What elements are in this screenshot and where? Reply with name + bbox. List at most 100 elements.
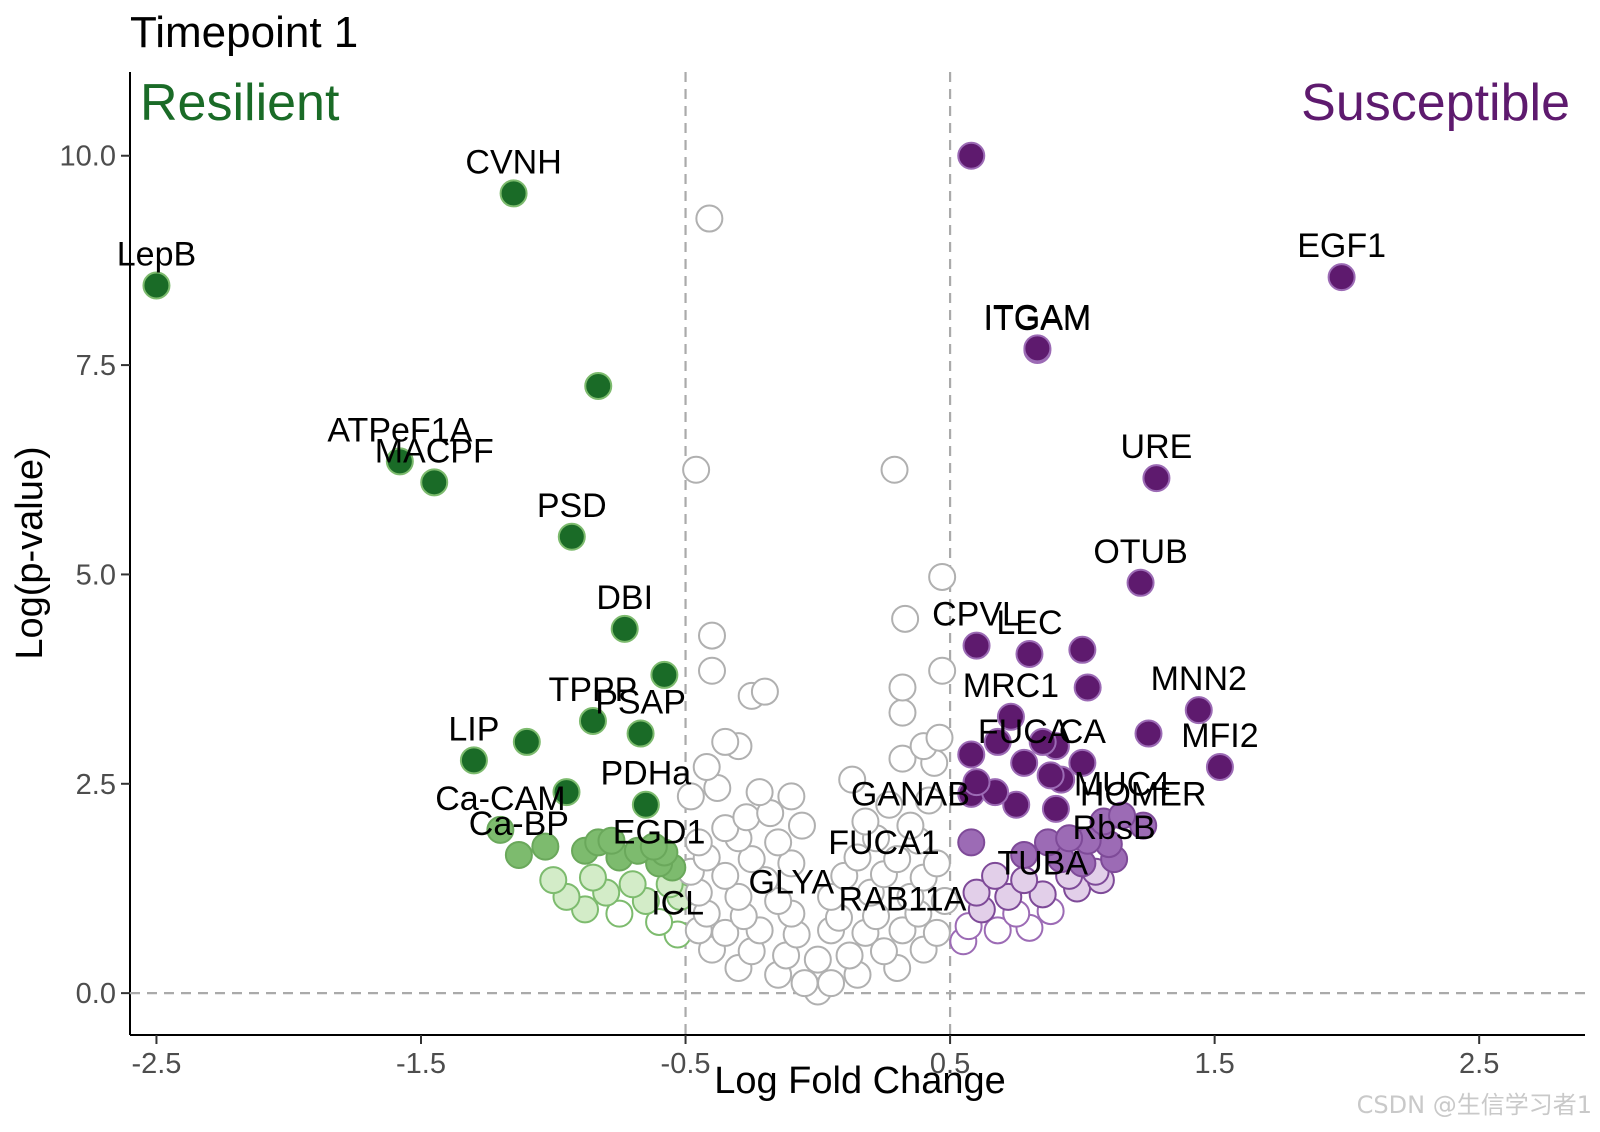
data-points (142, 141, 1356, 1006)
data-point (1327, 263, 1356, 292)
point-label: RAB11A (839, 880, 967, 918)
data-point (835, 941, 864, 970)
point-label: FUCA (978, 713, 1071, 751)
data-point (764, 887, 793, 916)
point-label: ITGAM (984, 300, 1092, 338)
resilient-label: Resilient (140, 74, 340, 132)
data-point (983, 916, 1012, 945)
data-point (711, 727, 740, 756)
data-point (1205, 753, 1234, 782)
data-point (626, 719, 655, 748)
x-tick-label: 0.5 (930, 1048, 970, 1080)
ticks: -2.5 -1.5 -0.5 0.5 1.5 2.5 0.0 2.5 5.0 7.5 10.0 (60, 141, 1500, 1080)
data-point (962, 631, 991, 660)
data-point (1184, 696, 1213, 725)
data-point (1142, 464, 1171, 493)
data-point (928, 562, 957, 591)
point-label: ITGAM (984, 298, 1092, 336)
data-point (817, 969, 846, 998)
data-point (639, 832, 668, 861)
data-point (578, 863, 607, 892)
point-label: CVNH (465, 143, 561, 181)
susceptible-label: Susceptible (1301, 74, 1570, 132)
x-tick-label: 2.5 (1459, 1048, 1499, 1080)
data-point (777, 782, 806, 811)
point-label: Ca-CAM (435, 780, 565, 818)
data-point (981, 861, 1010, 890)
data-point (695, 204, 724, 233)
data-point (928, 656, 957, 685)
data-point (869, 937, 898, 966)
point-label: PSD (537, 487, 607, 525)
point-label: OTUB (1093, 533, 1187, 571)
y-tick-label: 5.0 (76, 559, 116, 591)
data-point (817, 882, 846, 911)
data-point (698, 656, 726, 685)
data-point (676, 782, 705, 811)
data-point (883, 845, 912, 874)
data-point (724, 882, 753, 911)
data-point (957, 141, 986, 170)
data-point (888, 673, 917, 702)
point-label: EGF1 (1297, 227, 1386, 265)
data-point (750, 677, 779, 706)
data-point (504, 840, 533, 869)
data-point (750, 866, 779, 895)
data-point (1028, 880, 1057, 909)
point-label: CA (1059, 713, 1107, 751)
data-point (888, 744, 917, 773)
point-label: DBI (596, 579, 653, 617)
data-point (838, 765, 867, 794)
point-label: TUBA (997, 844, 1088, 882)
data-point (790, 969, 819, 998)
data-point (962, 878, 991, 907)
data-point (930, 887, 959, 916)
data-point (584, 372, 613, 401)
data-point (499, 179, 528, 208)
data-point (957, 828, 986, 857)
data-point (875, 790, 904, 819)
data-point (1036, 761, 1065, 790)
data-point (618, 870, 647, 899)
data-point (737, 845, 766, 874)
data-point (711, 861, 740, 890)
data-point (851, 807, 880, 836)
data-point (578, 706, 607, 735)
point-label: RbsB (1073, 809, 1156, 847)
data-point (459, 746, 488, 775)
data-point (996, 702, 1025, 731)
data-point (557, 522, 586, 551)
data-point (1041, 794, 1070, 823)
point-label: LEC (996, 604, 1062, 642)
point-label: ICL (651, 885, 704, 923)
point-label: Ca-BP (469, 805, 569, 843)
data-point (957, 740, 986, 769)
data-point (698, 621, 726, 650)
y-tick-label: 10.0 (60, 141, 116, 173)
data-point (922, 849, 951, 878)
point-label: URE (1121, 428, 1193, 466)
data-point (1015, 639, 1044, 668)
data-point (891, 604, 920, 633)
data-point (420, 468, 449, 497)
data-point (1108, 801, 1137, 830)
data-point (843, 843, 872, 872)
point-label: FUCA1 (828, 824, 939, 862)
data-point (896, 882, 925, 911)
y-axis-title: Log(p-value) (9, 446, 51, 659)
point-label: LIP (448, 710, 499, 748)
data-point (732, 803, 761, 832)
data-point (486, 815, 515, 844)
point-label: MUC4 (1074, 766, 1170, 804)
data-point (682, 455, 711, 484)
point-label: ATPeF1A (327, 411, 472, 449)
y-tick-label: 2.5 (76, 769, 116, 801)
data-point (610, 614, 639, 643)
data-point (605, 899, 634, 928)
data-point (645, 907, 674, 936)
x-tick-label: -0.5 (661, 1048, 711, 1080)
data-point (962, 768, 991, 797)
point-label: GANAB (851, 776, 970, 814)
data-point (1023, 334, 1052, 363)
